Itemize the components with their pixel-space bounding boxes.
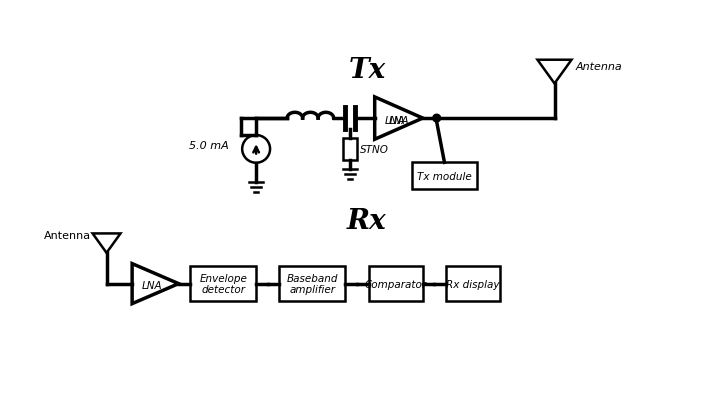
- Bar: [446, 267, 500, 301]
- Polygon shape: [132, 264, 178, 304]
- Text: Rx: Rx: [347, 207, 387, 234]
- Text: Envelope
detector: Envelope detector: [199, 273, 247, 295]
- Text: LNA: LNA: [388, 116, 409, 126]
- Bar: [412, 163, 478, 190]
- Circle shape: [433, 115, 440, 123]
- Text: Comparator: Comparator: [364, 279, 427, 289]
- Text: LNA: LNA: [384, 115, 405, 125]
- Text: 5.0 mA: 5.0 mA: [189, 141, 229, 151]
- Text: Tx: Tx: [349, 57, 385, 84]
- Bar: [369, 267, 422, 301]
- Text: Baseband
amplifier: Baseband amplifier: [286, 273, 338, 295]
- Text: Antenna: Antenna: [44, 230, 91, 240]
- Bar: [343, 139, 357, 160]
- Text: Antenna: Antenna: [576, 62, 622, 72]
- Bar: [190, 267, 256, 301]
- Polygon shape: [538, 61, 571, 84]
- Text: Rx display: Rx display: [446, 279, 500, 289]
- Text: STNO: STNO: [360, 144, 389, 154]
- Text: LNA: LNA: [141, 280, 162, 290]
- Text: Tx module: Tx module: [417, 171, 472, 181]
- Polygon shape: [92, 234, 120, 253]
- Bar: [279, 267, 345, 301]
- Polygon shape: [374, 98, 422, 140]
